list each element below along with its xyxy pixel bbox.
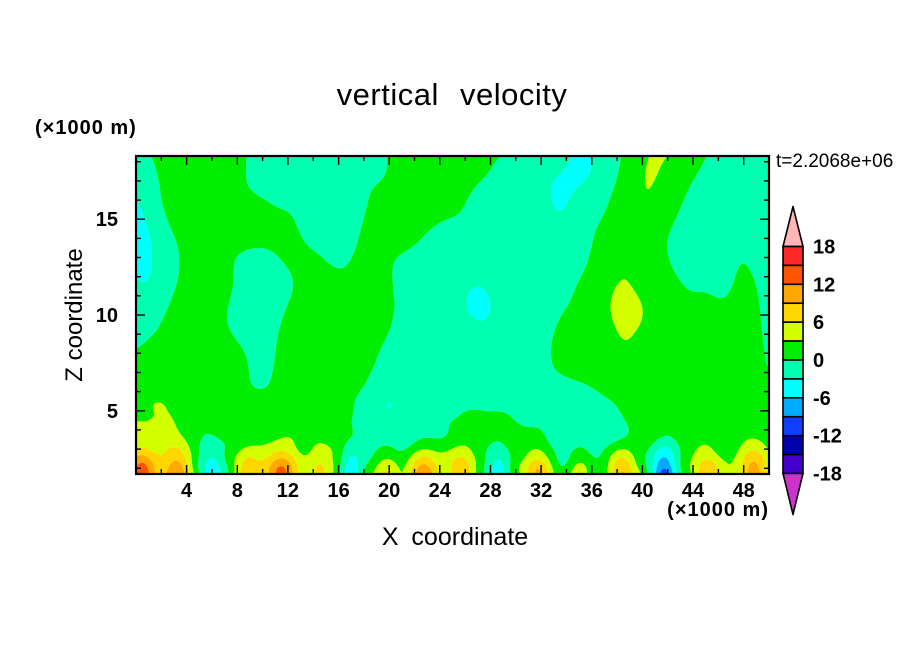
svg-text:(×1000 m): (×1000 m)	[35, 117, 137, 139]
svg-text:8: 8	[232, 480, 243, 502]
svg-text:-18: -18	[813, 464, 842, 486]
svg-text:-6: -6	[813, 388, 831, 410]
svg-text:20: 20	[378, 480, 400, 502]
svg-text:(×1000 m): (×1000 m)	[667, 499, 769, 521]
svg-text:5: 5	[107, 401, 118, 423]
svg-text:10: 10	[96, 305, 118, 327]
svg-text:15: 15	[96, 209, 118, 231]
svg-text:-12: -12	[813, 426, 842, 448]
svg-text:6: 6	[813, 312, 824, 334]
svg-text:t=2.2068e+06: t=2.2068e+06	[776, 151, 893, 172]
svg-text:24: 24	[429, 480, 452, 502]
svg-text:16: 16	[327, 480, 349, 502]
svg-text:vertical velocity: vertical velocity	[337, 77, 568, 112]
svg-text:40: 40	[631, 480, 653, 502]
svg-text:28: 28	[479, 480, 501, 502]
svg-text:12: 12	[813, 274, 835, 296]
svg-text:32: 32	[530, 480, 552, 502]
svg-text:18: 18	[813, 237, 835, 259]
svg-text:12: 12	[277, 480, 299, 502]
svg-text:4: 4	[181, 480, 193, 502]
svg-text:Z coordinate: Z coordinate	[61, 248, 88, 381]
svg-text:X coordinate: X coordinate	[382, 523, 528, 551]
svg-text:0: 0	[813, 350, 824, 372]
svg-text:36: 36	[581, 480, 603, 502]
